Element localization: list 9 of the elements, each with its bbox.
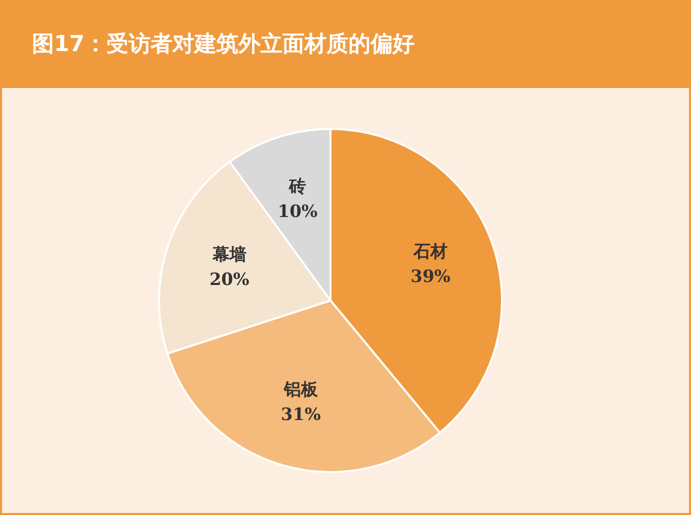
chart-title: 图17：受访者对建筑外立面材质的偏好 <box>2 2 689 88</box>
slice-label: 石材 <box>412 242 448 262</box>
slice-label: 砖 <box>288 176 306 197</box>
slice-label: 幕墙 <box>211 245 246 266</box>
data-label: 31% <box>280 405 321 426</box>
data-label: 39% <box>410 266 450 287</box>
slice-label: 铝板 <box>282 380 319 400</box>
data-label: 10% <box>278 202 318 222</box>
data-label: 20% <box>209 270 250 290</box>
